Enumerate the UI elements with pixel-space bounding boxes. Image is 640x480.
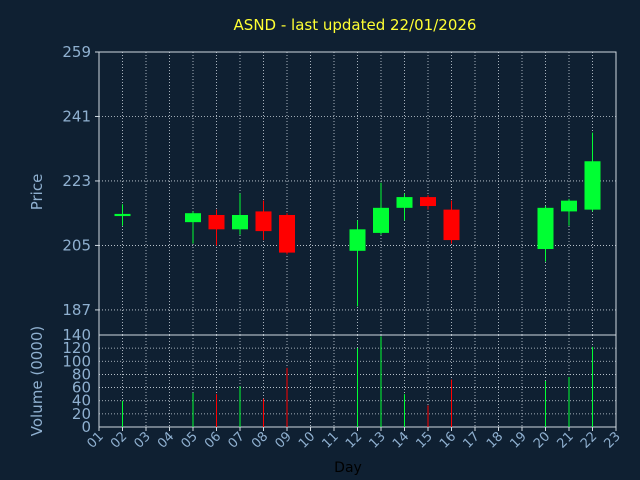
day-tick-label-06: 06	[202, 429, 224, 451]
price-tick-label-259: 259	[62, 43, 91, 61]
candle-body-07	[232, 214, 248, 230]
price-axis-label: Price	[28, 174, 46, 211]
volume-tick-label-20: 20	[72, 405, 91, 423]
candle-body-22	[584, 161, 601, 210]
price-tick-label-205: 205	[62, 236, 91, 254]
day-tick-label-03: 03	[132, 429, 154, 451]
candle-body-12	[349, 229, 366, 251]
volume-tick-label-60: 60	[72, 379, 91, 397]
volume-tick-label-120: 120	[62, 339, 91, 357]
day-tick-label-02: 02	[108, 429, 130, 451]
day-tick-label-16: 16	[437, 429, 459, 451]
volume-tick-label-80: 80	[72, 365, 91, 383]
price-tick-label-187: 187	[62, 301, 91, 319]
price-tick-label-223: 223	[62, 172, 91, 190]
day-tick-label-19: 19	[508, 429, 530, 451]
day-tick-label-15: 15	[414, 429, 436, 451]
day-tick-label-18: 18	[484, 429, 506, 451]
candles	[114, 132, 601, 307]
candle-body-05	[185, 213, 201, 223]
day-tick-label-04: 04	[155, 429, 177, 451]
volume-tick-label-100: 100	[62, 352, 91, 370]
day-tick-label-12: 12	[343, 429, 365, 451]
candle-body-06	[208, 214, 225, 230]
volume-tick-label-40: 40	[72, 392, 91, 410]
day-tick-label-21: 21	[555, 429, 577, 451]
volume-tick-label-140: 140	[62, 326, 91, 344]
candle-body-16	[443, 209, 460, 241]
chart-title: ASND - last updated 22/01/2026	[234, 16, 477, 34]
candle-body-13	[373, 207, 389, 233]
day-tick-label-14: 14	[390, 429, 412, 451]
x-axis-label: Day	[334, 460, 362, 476]
day-tick-label-08: 08	[249, 429, 271, 451]
price-tick-label-241: 241	[62, 107, 91, 125]
candle-body-09	[279, 214, 295, 253]
price-tick-labels: 187 205 223 241 259	[62, 43, 99, 319]
candle-body-15	[420, 197, 436, 207]
day-tick-label-05: 05	[179, 429, 201, 451]
day-tick-label-20: 20	[531, 429, 553, 451]
day-tick-label-10: 10	[296, 429, 318, 451]
day-tick-label-09: 09	[273, 429, 295, 451]
volume-axis-label: Volume (0000)	[28, 326, 46, 436]
day-tick-label-23: 23	[602, 429, 624, 451]
day-tick-label-22: 22	[578, 429, 600, 451]
day-tick-label-07: 07	[226, 429, 248, 451]
day-tick-label-17: 17	[461, 429, 483, 451]
candle-body-20	[537, 207, 554, 250]
day-tick-labels: 01 02 03 04 05 06 07 08 09 10 11 12 13 14 15 16 17 18 19 20…	[85, 427, 624, 452]
candle-body-02	[114, 213, 131, 217]
volume-tick-label-0: 0	[81, 418, 91, 436]
day-tick-label-11: 11	[320, 429, 342, 451]
candle-body-08	[255, 211, 272, 232]
candle-body-21	[561, 200, 577, 212]
candle-body-14	[396, 197, 413, 208]
volume-bars	[122, 336, 593, 427]
day-tick-label-13: 13	[367, 429, 389, 451]
